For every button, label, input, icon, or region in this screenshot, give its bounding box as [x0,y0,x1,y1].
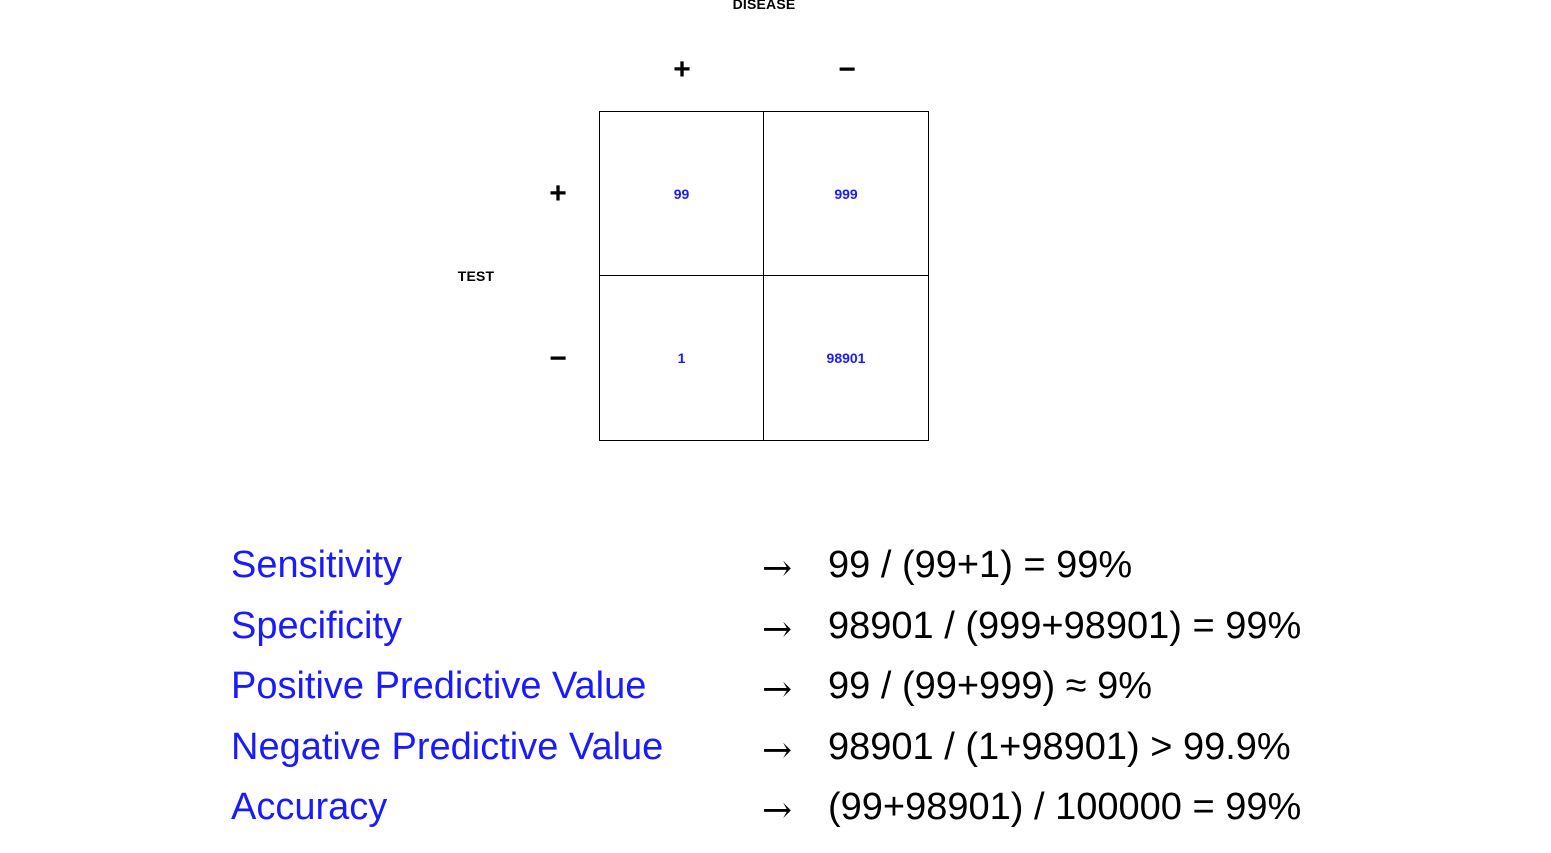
metric-label-accuracy: Accuracy [231,786,388,828]
arrow-icon: → [762,548,793,589]
arrow-icon: → [762,730,793,771]
cell-false-positive: 999 [764,112,928,276]
column-header-negative: − [838,53,856,86]
metric-label-npv: Negative Predictive Value [231,726,664,768]
confusion-matrix: 99 999 1 98901 [599,111,929,441]
column-header-positive: + [673,53,691,86]
metric-formula-specificity: 98901 / (999+98901) = 99% [828,605,1302,647]
metric-label-ppv: Positive Predictive Value [231,665,647,707]
arrow-icon: → [762,669,793,710]
disease-axis-title: DISEASE [732,0,796,12]
metric-label-sensitivity: Sensitivity [231,544,403,586]
metric-formula-ppv: 99 / (99+999) ≈ 9% [828,665,1153,707]
metric-formula-sensitivity: 99 / (99+1) = 99% [828,544,1133,586]
arrow-icon: → [762,790,793,831]
cell-true-positive: 99 [600,112,764,276]
row-header-negative: − [549,342,567,375]
test-axis-title: TEST [457,268,495,284]
row-header-positive: + [549,177,567,210]
metric-formula-accuracy: (99+98901) / 100000 = 99% [828,786,1302,828]
cell-true-negative: 98901 [826,350,866,366]
metric-formula-npv: 98901 / (1+98901) > 99.9% [828,726,1291,768]
arrow-icon: → [762,609,793,650]
metric-label-specificity: Specificity [231,605,403,647]
cell-false-negative: 1 [600,276,764,440]
